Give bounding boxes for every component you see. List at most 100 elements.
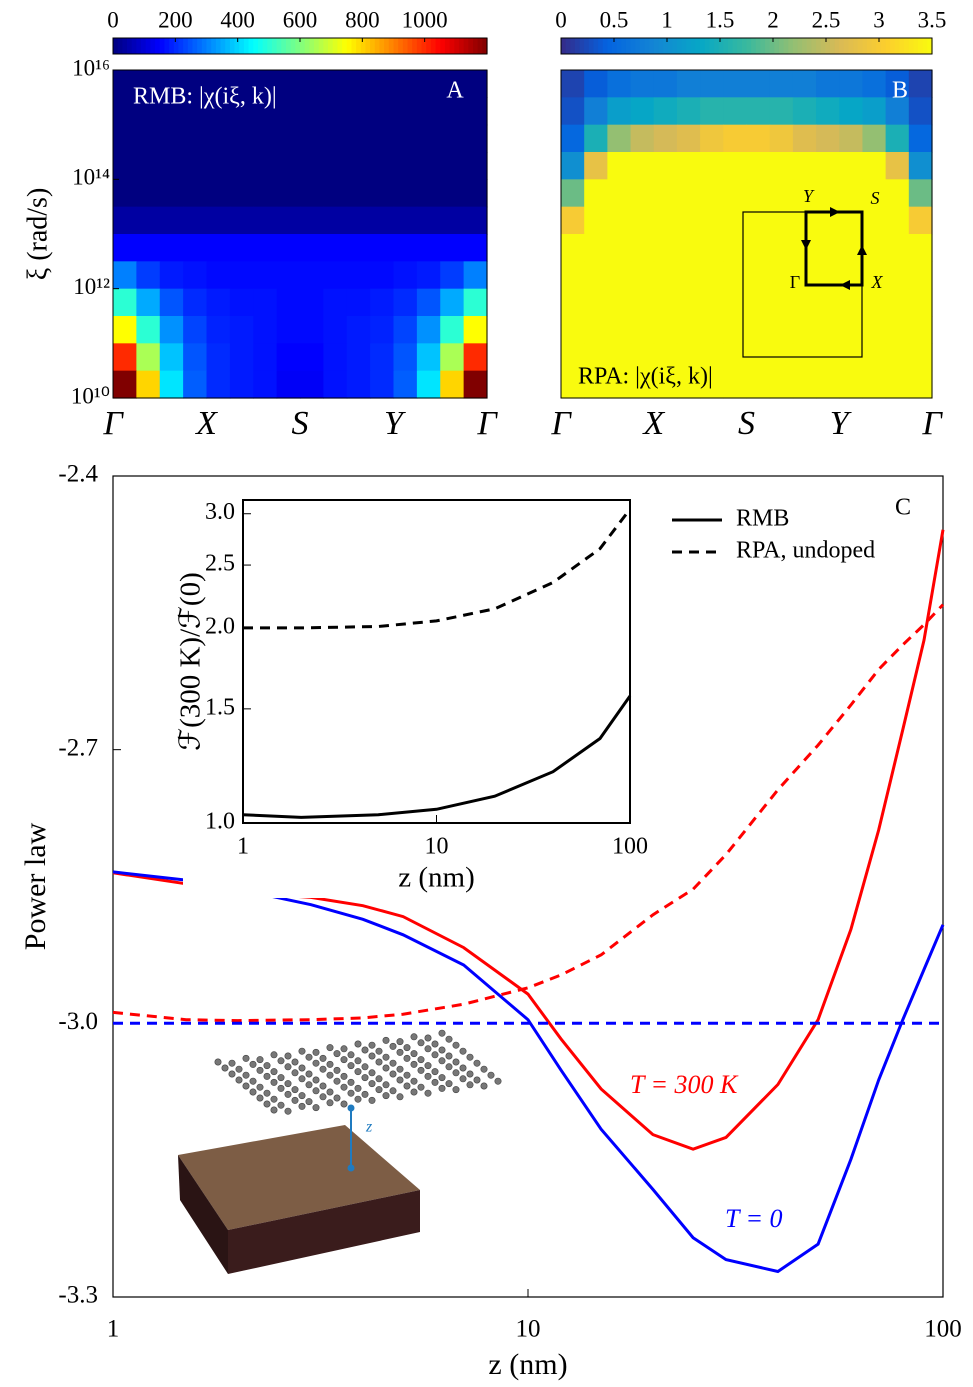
- atom: [438, 1029, 446, 1037]
- heat-cell: [276, 343, 301, 372]
- heat-cell: [862, 261, 887, 290]
- colorbar-slice: [332, 38, 338, 54]
- colorbar-slice: [426, 38, 432, 54]
- atom: [452, 1069, 460, 1077]
- colorbar-slice: [593, 38, 599, 54]
- heat-cell: [746, 316, 771, 344]
- heat-cell: [440, 97, 465, 126]
- atom: [445, 1035, 453, 1043]
- heat-cell: [816, 152, 840, 180]
- heat-cell: [653, 261, 678, 290]
- heat-cell: [746, 261, 771, 290]
- heat-cell: [113, 206, 137, 235]
- panel-annotation: RPA: |χ(iξ, k)|: [578, 364, 713, 390]
- heat-cell: [113, 97, 137, 126]
- slab-side: [178, 1155, 228, 1274]
- heat-cell: [561, 179, 585, 208]
- heat-cell: [676, 152, 701, 180]
- heat-cell: [113, 370, 137, 399]
- heat-cell: [370, 179, 395, 208]
- heat-cell: [908, 70, 933, 98]
- heat-cell: [440, 370, 465, 399]
- colorbar-slice: [141, 38, 147, 54]
- colorbar-slice: [732, 38, 738, 54]
- colorbar-tick-label: 0: [107, 7, 119, 32]
- heat-cell: [885, 288, 910, 317]
- heat-cell: [630, 370, 655, 399]
- colorbar-slice: [239, 38, 245, 54]
- colorbar-slice: [187, 38, 194, 54]
- heat-cell: [700, 370, 724, 399]
- colorbar-slice: [653, 38, 659, 54]
- heat-cell: [159, 206, 184, 235]
- colorbar-slice: [755, 38, 762, 54]
- colorbar-slice: [351, 38, 357, 54]
- heat-cell: [416, 261, 441, 290]
- heat-cell: [862, 343, 887, 372]
- legend-label: RMB: [736, 506, 789, 532]
- atom: [466, 1070, 474, 1078]
- heat-cell: [136, 370, 161, 399]
- curve-annotation: T = 0: [725, 1204, 783, 1233]
- heat-cell: [229, 97, 254, 126]
- atom: [494, 1077, 502, 1085]
- colorbar-slice: [374, 38, 381, 54]
- heat-cell: [440, 70, 465, 98]
- heat-cell: [136, 179, 161, 208]
- heat-cell: [463, 261, 488, 290]
- heat-cell: [346, 288, 371, 317]
- atom: [431, 1040, 439, 1048]
- colorbar-slice: [700, 38, 706, 54]
- heat-cell: [630, 343, 655, 372]
- heat-cell: [676, 343, 701, 372]
- atom: [298, 1047, 306, 1055]
- heat-cell: [653, 288, 678, 317]
- colorbar-slice: [257, 38, 264, 54]
- heat-cell: [561, 316, 585, 344]
- atom: [235, 1065, 243, 1073]
- colorbar-tick-label: 400: [220, 7, 255, 32]
- heat-cell: [346, 152, 371, 180]
- heat-cell: [183, 288, 208, 317]
- atom: [354, 1057, 362, 1065]
- atom: [256, 1056, 264, 1064]
- heat-cell: [416, 343, 441, 372]
- atom: [326, 1099, 334, 1107]
- colorbar-slice: [737, 38, 743, 54]
- atom: [298, 1064, 306, 1072]
- heat-cell: [206, 124, 231, 153]
- heat-cell: [393, 370, 418, 399]
- atom: [305, 1070, 313, 1078]
- colorbar-slice: [565, 38, 571, 54]
- colorbar-slice: [616, 38, 622, 54]
- heat-cell: [253, 70, 278, 98]
- heat-cell: [746, 124, 771, 153]
- panel-annotation: RMB: |χ(iξ, k)|: [133, 84, 277, 110]
- colorbar-slice: [342, 38, 348, 54]
- heat-cell: [607, 206, 632, 235]
- heat-cell: [440, 316, 465, 344]
- heat-cell: [463, 70, 488, 98]
- heat-cell: [676, 370, 701, 399]
- atom: [228, 1059, 236, 1067]
- colorbar-slice: [778, 38, 785, 54]
- colorbar-slice: [225, 38, 231, 54]
- colorbar-slice: [890, 38, 896, 54]
- heat-cell: [463, 97, 488, 126]
- atom: [256, 1083, 264, 1091]
- colorbar-slice: [243, 38, 250, 54]
- heat-cell: [607, 97, 632, 126]
- y-tick-label: 10¹⁰: [71, 383, 110, 408]
- atom: [270, 1068, 278, 1076]
- heat-cell: [416, 97, 441, 126]
- heat-cell: [769, 316, 794, 344]
- colorbar-tick-label: 1000: [402, 7, 448, 32]
- heat-cell: [183, 343, 208, 372]
- heat-cell: [300, 288, 324, 317]
- heat-cell: [862, 206, 887, 235]
- heat-cell: [229, 288, 254, 317]
- heat-cell: [300, 97, 324, 126]
- colorbar-tick-label: 1: [661, 7, 673, 32]
